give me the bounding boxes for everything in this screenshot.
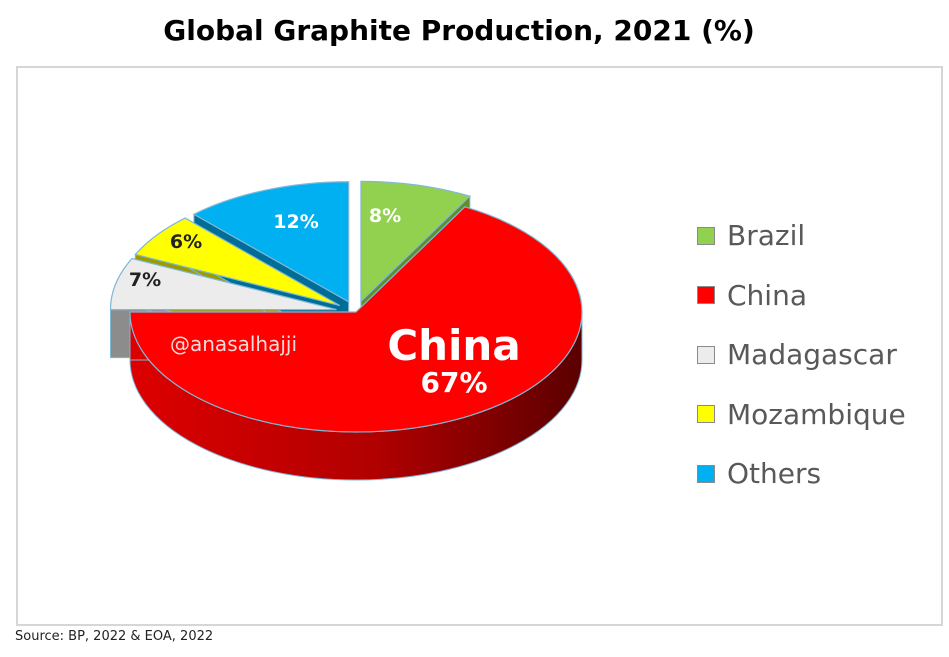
legend-swatch-madagascar bbox=[697, 345, 715, 364]
legend-swatch-mozambique bbox=[697, 405, 715, 424]
legend-label-madagascar: Madagascar bbox=[727, 338, 897, 372]
data-label-brazil: 8% bbox=[369, 205, 401, 227]
legend-label-others: Others bbox=[727, 457, 822, 491]
legend-swatch-china bbox=[697, 286, 715, 305]
china-category-label: China bbox=[387, 321, 520, 370]
slice-others bbox=[192, 181, 350, 303]
slice-china bbox=[129, 206, 583, 433]
legend-swatch-brazil bbox=[697, 226, 715, 245]
legend-item-brazil: Brazil bbox=[697, 206, 906, 266]
slice-brazil bbox=[360, 180, 472, 303]
slice-mozambique bbox=[134, 217, 341, 307]
slice-madagascar bbox=[109, 257, 337, 311]
legend-swatch-others bbox=[697, 464, 715, 483]
data-label-others: 12% bbox=[273, 211, 318, 233]
legend-label-mozambique: Mozambique bbox=[727, 397, 906, 431]
legend-item-others: Others bbox=[697, 444, 906, 504]
legend-label-china: China bbox=[727, 278, 807, 312]
data-label-china: 67% bbox=[420, 366, 487, 399]
legend-item-china: China bbox=[697, 266, 906, 326]
data-label-mozambique: 6% bbox=[170, 231, 202, 253]
chart-title: Global Graphite Production, 2021 (%) bbox=[163, 14, 755, 47]
legend-item-mozambique: Mozambique bbox=[697, 385, 906, 445]
watermark: @anasalhajji bbox=[170, 332, 297, 356]
legend-item-madagascar: Madagascar bbox=[697, 325, 906, 385]
source-note: Source: BP, 2022 & EOA, 2022 bbox=[15, 629, 214, 644]
data-labels: @anasalhajji China 8% 67% 7% 6% 12% bbox=[129, 205, 521, 399]
data-label-madagascar: 7% bbox=[129, 269, 161, 291]
legend-label-brazil: Brazil bbox=[727, 219, 806, 253]
slice-tops bbox=[109, 180, 583, 433]
legend: Brazil China Madagascar Mozambique Others bbox=[697, 206, 906, 504]
